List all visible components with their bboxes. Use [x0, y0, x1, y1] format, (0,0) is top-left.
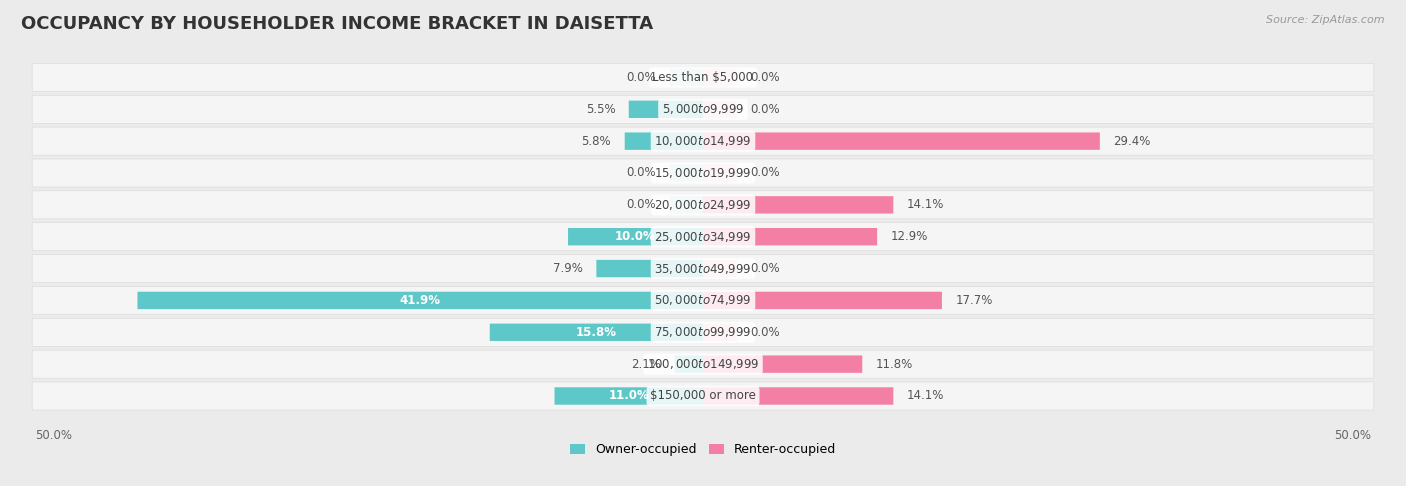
FancyBboxPatch shape — [703, 355, 862, 373]
Text: 2.1%: 2.1% — [631, 358, 661, 371]
Text: 14.1%: 14.1% — [907, 389, 945, 402]
Text: 0.0%: 0.0% — [626, 167, 655, 179]
FancyBboxPatch shape — [568, 228, 703, 245]
Text: $5,000 to $9,999: $5,000 to $9,999 — [662, 102, 744, 116]
FancyBboxPatch shape — [703, 260, 737, 277]
FancyBboxPatch shape — [675, 355, 703, 373]
Text: $75,000 to $99,999: $75,000 to $99,999 — [654, 325, 752, 339]
Text: 41.9%: 41.9% — [399, 294, 440, 307]
Text: 0.0%: 0.0% — [751, 103, 780, 116]
Text: 14.1%: 14.1% — [907, 198, 945, 211]
Text: 17.7%: 17.7% — [956, 294, 993, 307]
FancyBboxPatch shape — [32, 223, 1374, 251]
Text: 15.8%: 15.8% — [576, 326, 617, 339]
Text: 0.0%: 0.0% — [626, 198, 655, 211]
Text: 0.0%: 0.0% — [626, 71, 655, 84]
Text: 50.0%: 50.0% — [35, 430, 72, 442]
FancyBboxPatch shape — [32, 191, 1374, 219]
Text: 7.9%: 7.9% — [553, 262, 583, 275]
FancyBboxPatch shape — [32, 63, 1374, 91]
Text: 5.8%: 5.8% — [582, 135, 612, 148]
FancyBboxPatch shape — [624, 133, 703, 150]
Text: 11.8%: 11.8% — [876, 358, 912, 371]
FancyBboxPatch shape — [32, 159, 1374, 187]
FancyBboxPatch shape — [32, 318, 1374, 347]
FancyBboxPatch shape — [628, 101, 703, 118]
FancyBboxPatch shape — [703, 387, 893, 405]
FancyBboxPatch shape — [703, 324, 737, 341]
FancyBboxPatch shape — [596, 260, 703, 277]
Text: $20,000 to $24,999: $20,000 to $24,999 — [654, 198, 752, 212]
Text: 11.0%: 11.0% — [609, 389, 650, 402]
FancyBboxPatch shape — [32, 350, 1374, 378]
Text: 0.0%: 0.0% — [751, 326, 780, 339]
Text: 5.5%: 5.5% — [586, 103, 616, 116]
Text: $150,000 or more: $150,000 or more — [650, 389, 756, 402]
Text: 50.0%: 50.0% — [1334, 430, 1371, 442]
FancyBboxPatch shape — [703, 228, 877, 245]
Text: $35,000 to $49,999: $35,000 to $49,999 — [654, 261, 752, 276]
FancyBboxPatch shape — [489, 324, 703, 341]
Text: 0.0%: 0.0% — [751, 167, 780, 179]
FancyBboxPatch shape — [32, 95, 1374, 123]
FancyBboxPatch shape — [703, 196, 893, 213]
FancyBboxPatch shape — [32, 255, 1374, 282]
Text: 0.0%: 0.0% — [751, 71, 780, 84]
Text: $25,000 to $34,999: $25,000 to $34,999 — [654, 230, 752, 243]
FancyBboxPatch shape — [669, 196, 703, 213]
Text: OCCUPANCY BY HOUSEHOLDER INCOME BRACKET IN DAISETTA: OCCUPANCY BY HOUSEHOLDER INCOME BRACKET … — [21, 15, 654, 33]
Text: 0.0%: 0.0% — [751, 262, 780, 275]
FancyBboxPatch shape — [703, 164, 737, 182]
FancyBboxPatch shape — [703, 69, 737, 86]
FancyBboxPatch shape — [32, 127, 1374, 155]
FancyBboxPatch shape — [669, 164, 703, 182]
FancyBboxPatch shape — [138, 292, 703, 309]
Text: $15,000 to $19,999: $15,000 to $19,999 — [654, 166, 752, 180]
FancyBboxPatch shape — [703, 101, 737, 118]
FancyBboxPatch shape — [554, 387, 703, 405]
Text: $50,000 to $74,999: $50,000 to $74,999 — [654, 294, 752, 308]
FancyBboxPatch shape — [32, 382, 1374, 410]
FancyBboxPatch shape — [669, 69, 703, 86]
Text: $10,000 to $14,999: $10,000 to $14,999 — [654, 134, 752, 148]
Text: Less than $5,000: Less than $5,000 — [652, 71, 754, 84]
Text: 29.4%: 29.4% — [1114, 135, 1150, 148]
Legend: Owner-occupied, Renter-occupied: Owner-occupied, Renter-occupied — [565, 438, 841, 462]
FancyBboxPatch shape — [703, 133, 1099, 150]
Text: Source: ZipAtlas.com: Source: ZipAtlas.com — [1267, 15, 1385, 25]
Text: 12.9%: 12.9% — [890, 230, 928, 243]
Text: $100,000 to $149,999: $100,000 to $149,999 — [647, 357, 759, 371]
Text: 10.0%: 10.0% — [616, 230, 655, 243]
FancyBboxPatch shape — [703, 292, 942, 309]
FancyBboxPatch shape — [32, 286, 1374, 314]
